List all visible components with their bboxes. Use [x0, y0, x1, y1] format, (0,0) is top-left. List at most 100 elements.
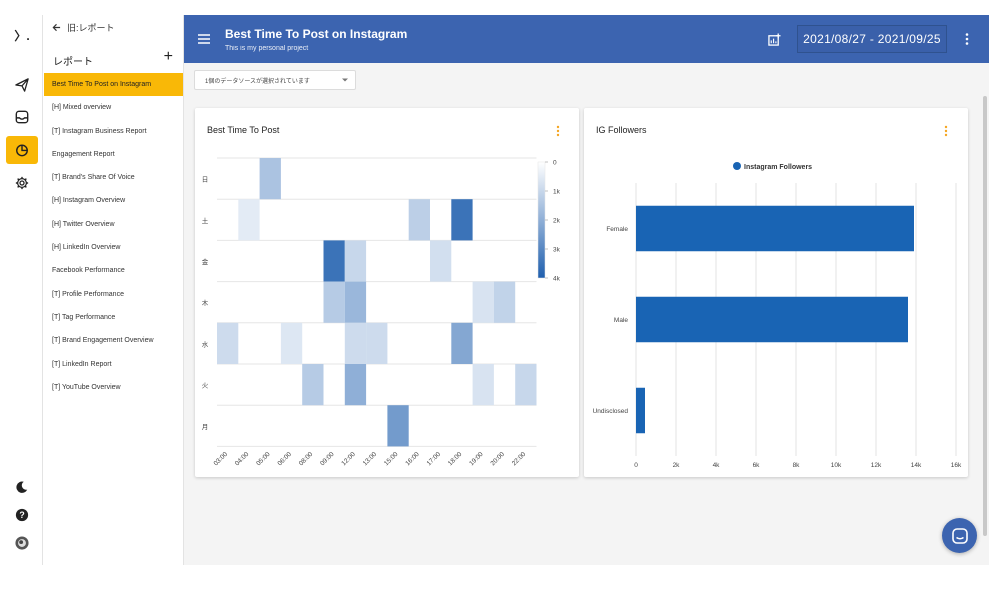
y-tick-label: Undisclosed — [593, 408, 629, 415]
report-item[interactable]: [T] Brand Engagement Overview — [52, 337, 154, 345]
report-item[interactable]: [T] LinkedIn Report — [52, 360, 112, 368]
inbox-icon — [15, 110, 29, 124]
x-tick-label: 03:00 — [213, 451, 230, 468]
scale-tick-label: 1k — [553, 189, 561, 196]
ig-followers-card: IG Followers Instagram Followers 0 2k 4k 6k 8… — [584, 108, 968, 477]
x-tick-label: 16k — [951, 462, 962, 469]
x-tick-label: 4k — [713, 462, 721, 469]
more-vert-icon[interactable] — [962, 32, 972, 46]
x-tick-label: 17:00 — [426, 451, 443, 468]
heatmap-cell — [430, 240, 452, 282]
report-item[interactable]: Facebook Performance — [52, 267, 125, 275]
report-nav-button[interactable] — [6, 136, 38, 164]
add-widget-icon[interactable] — [768, 33, 781, 46]
x-tick-label: 14k — [911, 462, 922, 469]
scale-tick-label: 2k — [553, 218, 561, 225]
heatmap-cell — [366, 322, 388, 364]
caret-down-icon — [342, 78, 348, 82]
heatmap-cell — [238, 199, 260, 241]
add-report-button[interactable]: + — [163, 48, 173, 65]
bar — [636, 205, 914, 252]
theme-icon — [16, 481, 28, 493]
y-tick-label: 土 — [202, 216, 209, 225]
heatmap-cell — [344, 240, 367, 282]
card-menu-icon[interactable] — [555, 125, 561, 137]
inbox-nav-button[interactable] — [6, 103, 38, 131]
y-tick-label: 火 — [202, 383, 209, 390]
scrollbar[interactable] — [983, 96, 987, 536]
bar — [636, 387, 645, 434]
report-item[interactable]: [T] YouTube Overview — [52, 383, 121, 391]
heatmap-cell — [451, 322, 473, 364]
x-tick-label: 16:00 — [404, 451, 421, 468]
avatar-icon — [15, 536, 29, 550]
y-tick-label: Male — [614, 317, 628, 324]
x-tick-label: 18:00 — [447, 451, 464, 468]
datasource-label: 1個のデータソースが選択されています — [205, 78, 310, 85]
report-item[interactable]: Best Time To Post on Instagram — [44, 73, 183, 97]
help-button[interactable]: ? — [6, 501, 38, 529]
settings-nav-button[interactable] — [6, 169, 38, 197]
y-tick-label: 月 — [202, 423, 209, 431]
heatmap-cell — [493, 281, 516, 323]
heatmap-cell — [344, 281, 367, 323]
heatmap-cell — [472, 364, 494, 406]
back-to-old-reports-link[interactable]: 旧:レポート — [52, 21, 115, 34]
logo[interactable]: 〉. — [6, 21, 38, 49]
x-tick-label: 12k — [871, 462, 882, 469]
bar — [636, 296, 908, 343]
x-tick-label: 04:00 — [234, 451, 251, 468]
heatmap-cell — [280, 322, 303, 364]
card-menu-icon[interactable] — [943, 125, 949, 137]
y-tick-label: 日 — [202, 176, 209, 184]
x-tick-label: 15:00 — [383, 451, 400, 468]
heatmap-cell — [323, 240, 345, 282]
bar-chart: Instagram Followers 0 2k 4k 6k 8k 10k 12k 14k 16k… — [593, 162, 962, 469]
heatmap-cell — [302, 364, 324, 406]
heatmap-cell — [515, 364, 537, 406]
report-panel: 旧:レポート レポート + Best Time To Post on Insta… — [44, 15, 184, 565]
report-item[interactable]: Engagement Report — [52, 150, 115, 158]
x-tick-label: 8k — [793, 462, 801, 469]
page-title: Best Time To Post on Instagram — [225, 27, 408, 41]
x-tick-label: 09:00 — [319, 451, 336, 468]
x-tick-label: 2k — [673, 462, 681, 469]
heatmap-cell — [387, 405, 409, 447]
report-item[interactable]: [T] Profile Performance — [52, 290, 124, 298]
x-tick-label: 19:00 — [468, 451, 485, 468]
scale-tick-label: 4k — [553, 276, 561, 283]
scale-tick-label: 0 — [553, 160, 557, 167]
report-item[interactable]: [H] Twitter Overview — [52, 220, 115, 228]
send-icon — [15, 78, 29, 92]
page-subtitle: This is my personal project — [225, 45, 309, 52]
main-content: 1個のデータソースが選択されています Best Time To Post 日土金… — [184, 63, 989, 565]
x-tick-label: 06:00 — [277, 451, 294, 468]
heatmap-cell — [323, 281, 345, 323]
datasource-select[interactable]: 1個のデータソースが選択されています — [194, 70, 356, 90]
theme-toggle[interactable] — [6, 473, 38, 501]
heatmap-cell — [344, 364, 367, 406]
menu-icon[interactable] — [197, 32, 211, 46]
report-item[interactable]: [H] Instagram Overview — [52, 197, 126, 205]
publish-nav-button[interactable] — [6, 71, 38, 99]
report-item[interactable]: [T] Tag Performance — [52, 313, 116, 321]
report-item[interactable]: [T] Instagram Business Report — [52, 127, 147, 135]
heatmap-cell — [344, 322, 367, 364]
card-title: IG Followers — [596, 125, 647, 135]
avatar[interactable] — [6, 529, 38, 557]
report-item[interactable]: [H] LinkedIn Overview — [52, 244, 121, 252]
reports-heading: レポート — [53, 57, 93, 68]
date-range-picker[interactable]: 2021/08/27 - 2021/09/25 — [797, 25, 947, 53]
report-item[interactable]: [H] Mixed overview — [52, 104, 112, 112]
logo-mark: 〉. — [14, 28, 30, 43]
heatmap-cell — [217, 322, 239, 364]
icon-rail: 〉. ? — [0, 15, 43, 565]
chat-button[interactable] — [942, 518, 977, 553]
report-item[interactable]: [T] Brand's Share Of Voice — [52, 174, 135, 182]
x-tick-label: 13:00 — [362, 451, 379, 468]
x-tick-label: 08:00 — [298, 451, 315, 468]
x-tick-label: 12:00 — [340, 451, 357, 468]
heatmap-cell — [451, 199, 473, 241]
